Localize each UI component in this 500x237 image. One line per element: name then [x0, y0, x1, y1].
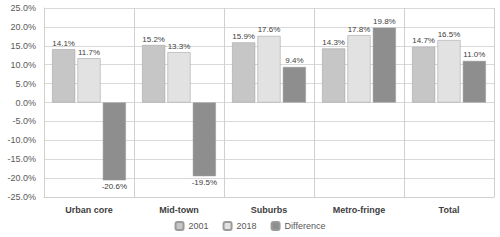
svg-text:Mid-town: Mid-town: [159, 205, 199, 215]
svg-text:15.2%: 15.2%: [142, 35, 165, 44]
svg-text:15.9%: 15.9%: [232, 32, 255, 41]
svg-text:11.7%: 11.7%: [78, 48, 100, 57]
svg-text:2018: 2018: [237, 221, 257, 231]
svg-text:-19.5%: -19.5%: [192, 178, 217, 187]
svg-text:-5.0%: -5.0%: [12, 116, 36, 126]
svg-text:-25.0%: -25.0%: [7, 192, 36, 202]
svg-text:0.0%: 0.0%: [15, 98, 36, 108]
svg-text:14.7%: 14.7%: [412, 36, 435, 45]
svg-text:-20.6%: -20.6%: [102, 182, 127, 191]
svg-text:10.0%: 10.0%: [10, 60, 36, 70]
svg-text:16.5%: 16.5%: [438, 30, 461, 39]
svg-text:17.8%: 17.8%: [348, 25, 371, 34]
svg-text:2001: 2001: [189, 221, 209, 231]
svg-text:5.0%: 5.0%: [15, 79, 36, 89]
svg-text:20.0%: 20.0%: [10, 22, 36, 32]
svg-text:-15.0%: -15.0%: [7, 154, 36, 164]
svg-text:-20.0%: -20.0%: [7, 173, 36, 183]
svg-text:Metro-fringe: Metro-fringe: [333, 205, 386, 215]
svg-text:Urban core: Urban core: [65, 205, 113, 215]
svg-text:14.3%: 14.3%: [322, 38, 345, 47]
svg-text:14.1%: 14.1%: [52, 39, 75, 48]
svg-text:Suburbs: Suburbs: [251, 205, 288, 215]
svg-text:Total: Total: [439, 205, 460, 215]
svg-text:13.3%: 13.3%: [168, 42, 191, 51]
svg-text:19.8%: 19.8%: [373, 17, 396, 26]
svg-text:Difference: Difference: [285, 221, 326, 231]
svg-text:11.0%: 11.0%: [463, 50, 485, 59]
svg-text:25.0%: 25.0%: [10, 3, 36, 13]
svg-text:-10.0%: -10.0%: [7, 135, 36, 145]
svg-text:17.6%: 17.6%: [258, 25, 281, 34]
svg-text:15.0%: 15.0%: [10, 41, 36, 51]
svg-text:9.4%: 9.4%: [285, 56, 303, 65]
